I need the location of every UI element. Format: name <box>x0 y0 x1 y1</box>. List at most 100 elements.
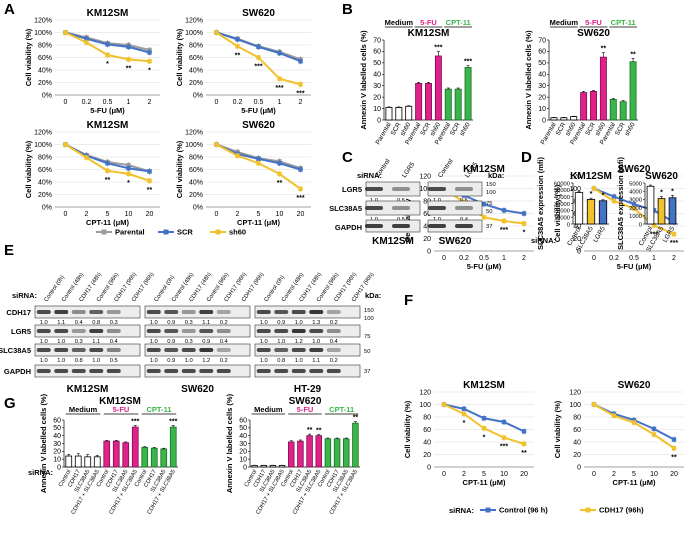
kda-marker: 150 <box>364 308 374 314</box>
x-tick-label: 2 <box>612 471 616 478</box>
blot-band <box>54 310 69 314</box>
significance-mark: ** <box>316 427 322 434</box>
blot-band <box>71 310 86 314</box>
significance-mark: *** <box>500 227 508 234</box>
y-tick-label: 60 <box>53 417 61 424</box>
y-axis-label: SLC38A5 expression (mfi) <box>536 157 545 250</box>
y-tick-label: 30 <box>239 441 247 448</box>
y-tick-label: 50 <box>538 60 546 67</box>
y-tick-label: 2000 <box>629 206 642 212</box>
data-point <box>671 446 677 451</box>
blot-band <box>164 348 179 352</box>
densitometry-value: 0.5 <box>110 358 118 364</box>
blot-band <box>326 369 341 373</box>
significance-mark: * <box>127 180 130 187</box>
y-tick-label: 50000 <box>554 188 570 194</box>
blot-band <box>71 329 86 333</box>
group-cpt11-label: CPT-11 <box>611 18 636 27</box>
blot-band <box>164 329 179 333</box>
bar <box>609 99 617 121</box>
x-tick-label: 10 <box>276 211 284 218</box>
y-tick-label: 80% <box>38 154 52 161</box>
data-point <box>147 178 152 183</box>
blot-band <box>199 329 214 333</box>
y-axis-label: Annexin V labelled cells (%) <box>225 393 234 493</box>
significance-mark: *** <box>670 240 678 247</box>
densitometry-value: 1.3 <box>312 320 320 326</box>
bar <box>590 91 597 121</box>
blot-row-label: LGR5 <box>342 185 362 194</box>
blot-membrane <box>34 364 141 378</box>
densitometry-value: 1.2 <box>295 339 303 345</box>
y-tick-label: 100 <box>569 402 581 409</box>
x-tick-label: 0 <box>215 211 219 218</box>
bar <box>415 83 423 121</box>
y-tick-label: 0 <box>427 248 431 255</box>
y-tick-label: 60% <box>189 167 203 174</box>
blot-sirna-label: siRNA: <box>357 171 382 180</box>
group-medium-label: Medium <box>69 405 98 414</box>
kda-marker: 150 <box>486 182 496 188</box>
data-point <box>481 215 487 220</box>
densitometry-value: 1.0 <box>92 358 100 364</box>
x-tick-label: 0 <box>215 99 219 106</box>
x-tick-label: 2 <box>672 255 676 262</box>
legend-f: Control (96 h) CDH17 (96h) <box>480 506 644 515</box>
y-tick-label: 40% <box>189 179 203 186</box>
blot-band <box>216 348 231 352</box>
chart-A4: 0% 20% 40% 60% 80% 100% 120% 0 2 5 10 20 CPT-11 (μM)… <box>175 120 311 227</box>
group-cpt11-label: CPT-11 <box>446 18 471 27</box>
x-tick-label: 10 <box>500 471 508 478</box>
densitometry-value: 1.1 <box>57 320 65 326</box>
blot-band <box>309 348 324 352</box>
y-axis-label: Cell viability (%) <box>553 400 562 458</box>
blot-band <box>256 329 271 333</box>
data-point <box>126 166 131 171</box>
y-tick-label: 50 <box>373 60 381 67</box>
blot-band <box>291 329 306 333</box>
bar <box>385 107 393 121</box>
y-tick-label: 20 <box>373 94 381 101</box>
blot-band <box>89 348 104 352</box>
x-tick-label: 0.2 <box>82 99 92 106</box>
densitometry-value: 0.9 <box>277 320 285 326</box>
panel-letter-f: F <box>404 292 413 309</box>
data-point <box>611 413 617 418</box>
kda-marker: 37 <box>486 224 492 230</box>
densitometry-value: 1.2 <box>202 358 210 364</box>
blot-band <box>89 369 104 373</box>
significance-mark: * <box>602 193 605 200</box>
data-point <box>298 82 303 87</box>
x-tick-label: 2 <box>462 471 466 478</box>
y-tick-label: 70 <box>538 37 546 44</box>
densitometry-value: 0.8 <box>277 358 285 364</box>
x-tick-label: 0 <box>592 255 596 262</box>
blot-cell-line: KM12SM <box>372 236 414 247</box>
significance-mark: * <box>590 191 593 198</box>
y-tick-label: 40 <box>423 439 431 446</box>
group-cpt11-label: CPT-11 <box>329 405 354 414</box>
lane-label: LGR5 <box>401 161 417 179</box>
blot-membrane <box>34 324 141 338</box>
blot-membrane <box>144 364 251 378</box>
x-axis-label: CPT-11 (μM) <box>86 218 129 227</box>
blot-band <box>36 348 51 352</box>
legend-a: Parental SCR sh60 <box>96 228 246 237</box>
x-tick-label: 5 <box>632 471 636 478</box>
densitometry-value: 1.0 <box>57 339 65 345</box>
densitometry-value: 1.0 <box>260 339 268 345</box>
data-point <box>277 76 282 81</box>
bar <box>574 192 584 225</box>
series-line-parental <box>65 143 150 173</box>
kda-label: kDa: <box>365 291 381 300</box>
blot-band <box>216 369 231 373</box>
kda-marker: 50 <box>486 209 492 215</box>
blot-band <box>54 329 69 333</box>
blot-band <box>256 310 271 314</box>
densitometry-value: 1.0 <box>295 320 303 326</box>
blot-band <box>106 310 121 314</box>
blot-membrane <box>144 324 251 338</box>
x-tick-label: 0 <box>64 211 68 218</box>
blot-band <box>89 329 104 333</box>
